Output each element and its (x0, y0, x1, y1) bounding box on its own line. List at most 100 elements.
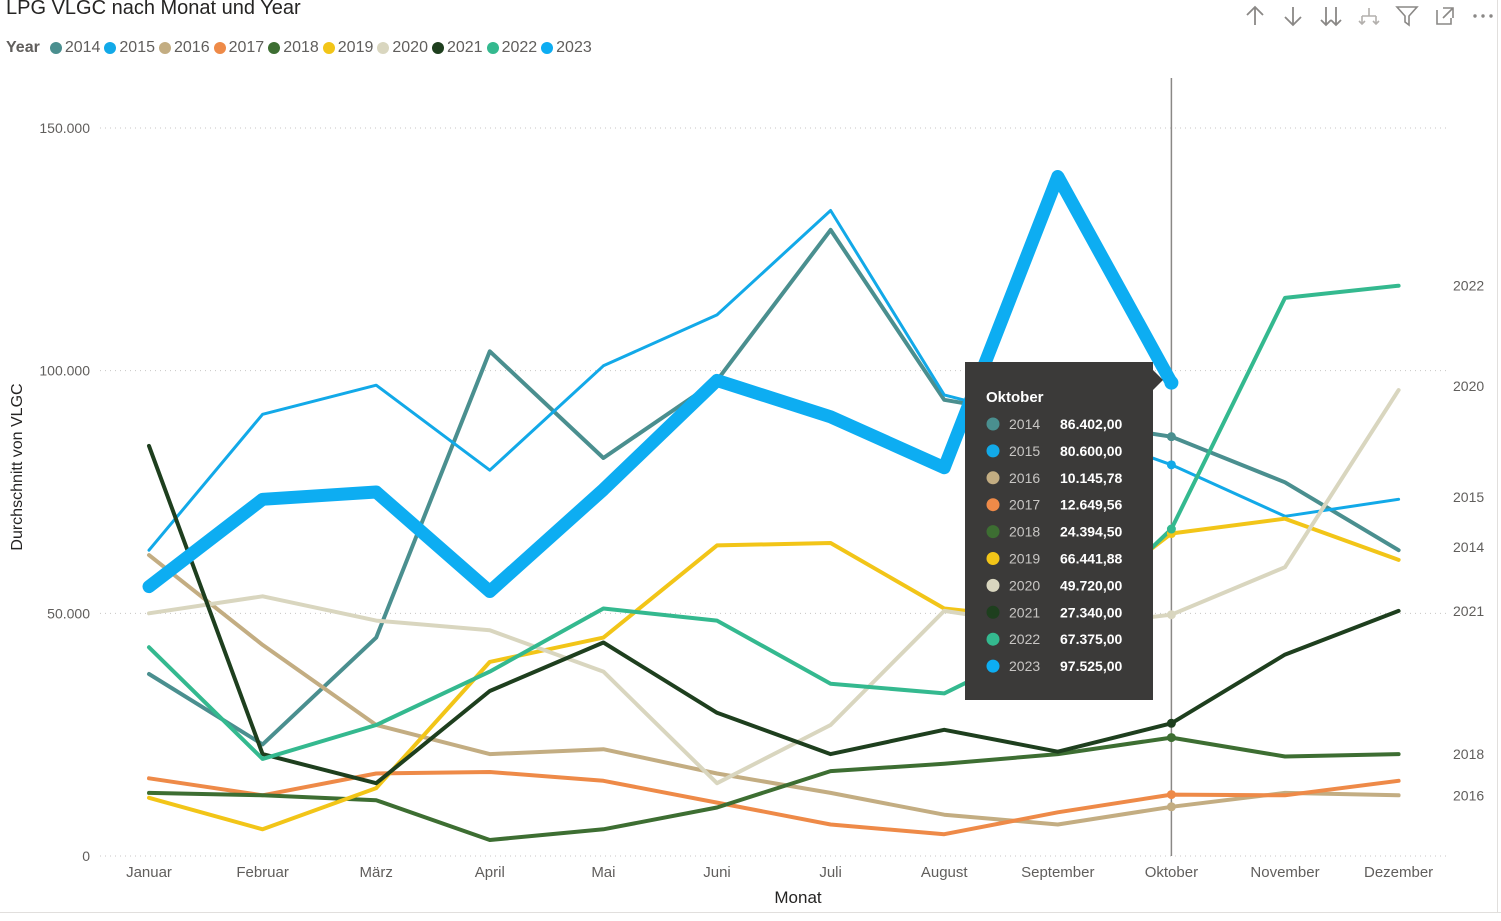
legend-item-2016[interactable]: 2016 (159, 39, 210, 57)
tooltip-swatch (986, 605, 1000, 619)
tooltip-swatch (986, 444, 1000, 458)
legend-item-2018[interactable]: 2018 (268, 39, 319, 57)
x-tick-label: August (921, 864, 969, 881)
legend-item-2023[interactable]: 2023 (541, 39, 592, 57)
legend-item-2021[interactable]: 2021 (431, 39, 483, 57)
legend-label: 2018 (283, 39, 319, 56)
tooltip-year: 2016 (1009, 470, 1040, 486)
series-line-2015 (147, 209, 1401, 552)
end-label-2014: 2014 (1453, 539, 1484, 555)
point-marker-2017 (1166, 790, 1176, 800)
x-tick-label: November (1250, 864, 1319, 881)
tooltip-year: 2023 (1009, 658, 1040, 674)
legend-marker (104, 42, 117, 54)
end-label-2022: 2022 (1453, 278, 1484, 294)
focus-mode-icon[interactable] (1431, 2, 1459, 30)
legend-label: 2015 (119, 39, 155, 56)
legend-marker (322, 42, 335, 54)
filter-icon[interactable] (1393, 2, 1421, 30)
tooltip-year: 2019 (1009, 551, 1040, 567)
tooltip-swatch (986, 525, 1000, 539)
point-marker-2021 (1166, 718, 1176, 728)
arrow-up-icon[interactable] (1241, 2, 1269, 30)
series-line-2022 (147, 283, 1401, 761)
legend-marker (431, 42, 444, 54)
tooltip-value: 86.402,00 (1060, 416, 1122, 432)
series-line-2016 (147, 553, 1401, 827)
legend-marker (486, 42, 499, 54)
tooltip-swatch (986, 498, 1000, 512)
legend-item-2017[interactable]: 2017 (213, 39, 265, 57)
x-tick-label: Juli (819, 864, 842, 881)
legend-label: 2014 (64, 39, 101, 56)
double-arrow-down-icon[interactable] (1317, 2, 1345, 30)
tooltip: Oktober 2014 86.402,00 2015 80.600,00 2016 10.… (965, 362, 1163, 700)
legend-item-2020[interactable]: 2020 (377, 39, 428, 57)
y-tick-label: 100.000 (39, 363, 90, 379)
x-tick-label: September (1021, 864, 1094, 881)
expand-hierarchy-icon[interactable] (1355, 2, 1383, 30)
series-line-2018 (147, 735, 1401, 842)
tooltip-swatch (986, 632, 1000, 646)
tooltip-swatch (986, 659, 1000, 673)
more-options-icon[interactable] (1469, 2, 1497, 30)
tooltip-pointer (1153, 370, 1163, 390)
series-line-2021 (147, 443, 1401, 786)
tooltip-swatch (986, 578, 1000, 592)
y-tick-label: 50.000 (47, 605, 90, 621)
tooltip-swatch (986, 552, 1000, 565)
tooltip-value: 10.145,78 (1060, 470, 1122, 486)
y-tick-label: 150.000 (39, 120, 90, 136)
tooltip-year: 2022 (1009, 631, 1040, 647)
series-line-2014 (147, 227, 1401, 747)
x-tick-label: Dezember (1364, 864, 1433, 881)
tooltip-swatch (986, 417, 1000, 431)
legend-marker (159, 42, 171, 54)
tooltip-year: 2014 (1009, 416, 1040, 432)
legend-marker (49, 42, 62, 54)
y-axis-title: Durchschnitt von VLGC (9, 383, 26, 550)
legend-item-2014[interactable]: 2014 (49, 39, 101, 57)
legend-label: 2019 (337, 39, 374, 56)
series-line-2019 (147, 516, 1401, 832)
tooltip-value: 80.600,00 (1060, 443, 1122, 459)
visual-toolbar (1241, 2, 1497, 30)
point-marker-2020 (1166, 610, 1176, 620)
legend-label: 2021 (446, 39, 483, 56)
legend-item-2019[interactable]: 2019 (322, 39, 374, 57)
tooltip-title: Oktober (986, 389, 1044, 406)
tooltip-value: 24.394,50 (1060, 524, 1122, 540)
tooltip-value: 12.649,56 (1060, 497, 1122, 513)
series-line-2020 (147, 388, 1401, 786)
legend-title: Year (6, 39, 40, 56)
legend-marker (541, 42, 554, 54)
point-marker-2023 (1164, 375, 1179, 390)
arrow-down-icon[interactable] (1279, 2, 1307, 30)
legend-label: 2022 (501, 39, 538, 56)
legend-item-2015[interactable]: 2015 (104, 39, 155, 57)
right-border (1497, 0, 1498, 912)
end-label-2018: 2018 (1453, 746, 1484, 762)
point-marker-2015 (1166, 460, 1176, 470)
legend-item-2022[interactable]: 2022 (486, 39, 538, 57)
x-tick-label: Mai (591, 864, 615, 881)
tooltip-value: 67.375,00 (1060, 631, 1122, 647)
end-label-2021: 2021 (1453, 603, 1484, 619)
tooltip-year: 2017 (1009, 497, 1040, 513)
legend-marker (377, 42, 390, 54)
tooltip-year: 2015 (1009, 443, 1040, 459)
x-axis-title: Monat (774, 888, 822, 907)
x-tick-label: Januar (126, 864, 172, 881)
chart-title: LPG VLGC nach Monat und Year (6, 0, 301, 19)
legend-label: 2020 (392, 39, 428, 56)
legend-marker (213, 42, 226, 54)
end-label-2015: 2015 (1453, 489, 1484, 505)
x-tick-label: Juni (703, 864, 731, 881)
end-label-2020: 2020 (1453, 378, 1484, 394)
legend-label: 2017 (228, 39, 265, 56)
legend-label: 2016 (174, 39, 210, 56)
point-marker-2014 (1166, 432, 1176, 442)
x-tick-label: Februar (236, 864, 289, 881)
point-marker-2018 (1166, 733, 1176, 743)
